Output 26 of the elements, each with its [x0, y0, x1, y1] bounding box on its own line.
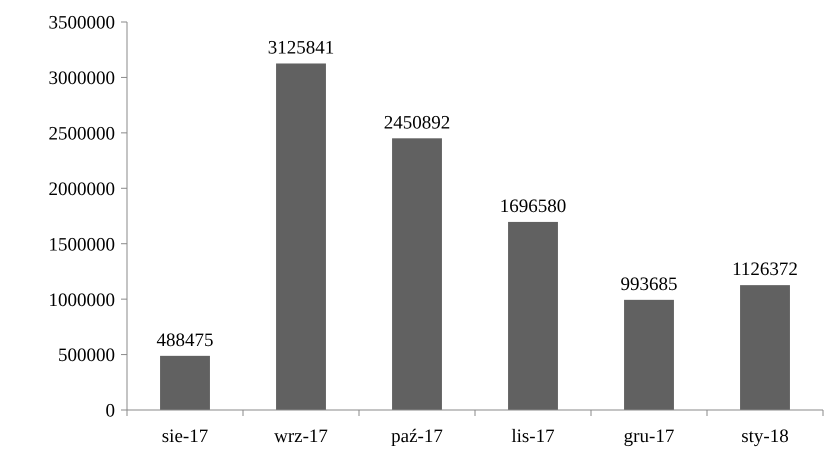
x-tick-label: paź-17	[391, 426, 443, 447]
x-tick-label: sie-17	[162, 426, 208, 447]
bar	[624, 300, 674, 410]
data-label: 1126372	[732, 259, 798, 280]
y-tick-label: 1500000	[48, 234, 115, 256]
x-tick-label: sty-18	[741, 426, 789, 447]
data-label: 2450892	[384, 112, 450, 134]
y-tick-label: 3500000	[48, 12, 115, 34]
bar	[392, 138, 442, 410]
y-tick-label: 500000	[58, 345, 115, 366]
bar	[508, 222, 558, 410]
data-label: 488475	[156, 330, 214, 351]
bar	[276, 63, 326, 410]
data-label: 993685	[620, 274, 678, 295]
x-tick-label: gru-17	[624, 426, 674, 447]
x-tick-label: lis-17	[511, 426, 555, 447]
y-tick-label: 3000000	[48, 68, 115, 90]
bar	[160, 356, 210, 410]
bar	[740, 285, 790, 410]
x-tick-label: wrz-17	[274, 426, 328, 447]
y-tick-label: 0	[106, 400, 115, 422]
y-tick-label: 2000000	[48, 178, 115, 200]
y-tick-label: 1000000	[48, 290, 115, 311]
data-label: 3125841	[268, 37, 334, 58]
data-label: 1696580	[500, 196, 566, 217]
y-tick-label: 2500000	[48, 124, 115, 145]
